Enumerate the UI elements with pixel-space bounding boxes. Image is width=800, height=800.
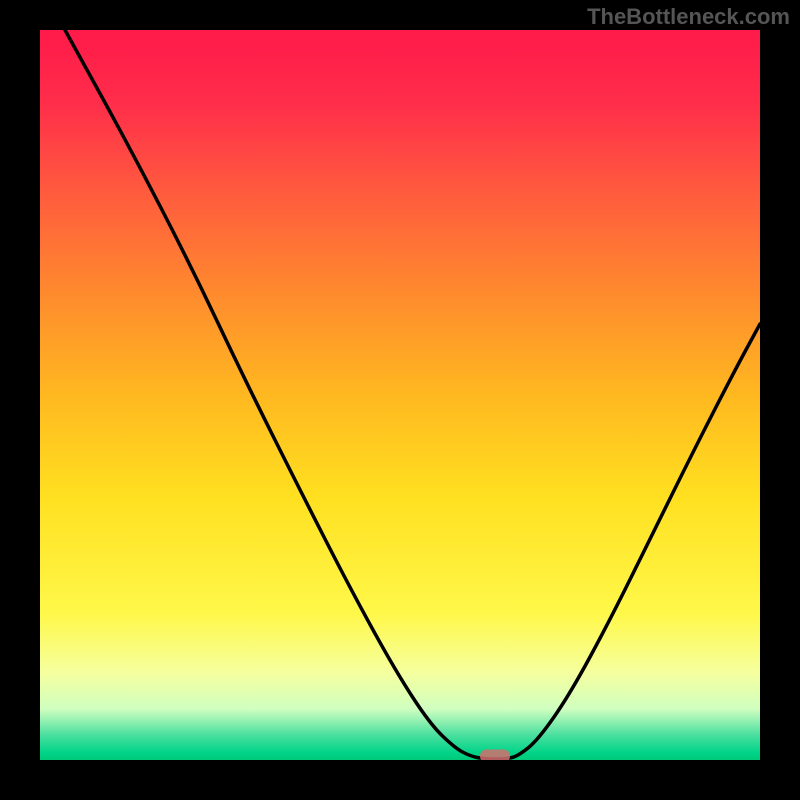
gradient-background xyxy=(40,30,760,760)
plot-area xyxy=(40,30,760,760)
chart-frame: TheBottleneck.com xyxy=(0,0,800,800)
watermark-text: TheBottleneck.com xyxy=(587,4,790,30)
plot-svg xyxy=(40,30,760,760)
optimum-marker xyxy=(480,750,510,761)
